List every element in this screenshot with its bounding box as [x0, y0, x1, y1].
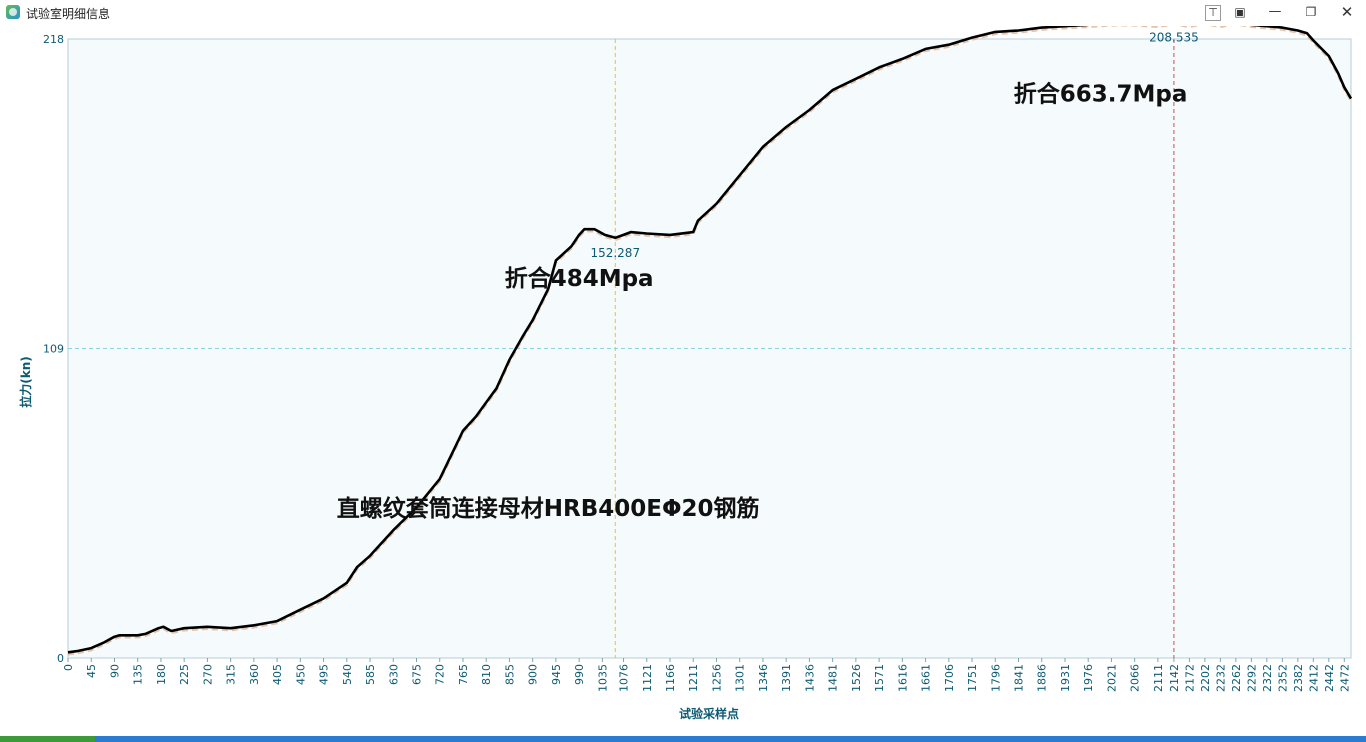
x-tick-label: 720 — [434, 664, 447, 685]
x-tick-label: 1256 — [710, 664, 723, 692]
series-line — [67, 26, 1353, 654]
x-tick-label: 1796 — [989, 664, 1002, 692]
x-tick-label: 225 — [178, 664, 191, 685]
window-titlebar: 试验室明细信息 ⊤ ▣ — ❐ ✕ — [0, 0, 1366, 26]
x-tick-label: 630 — [387, 664, 400, 685]
y-tick-label: 109 — [43, 343, 64, 356]
x-tick-label: 585 — [364, 664, 377, 685]
x-tick-label: 2202 — [1199, 664, 1212, 692]
taskbar-strip — [0, 736, 1366, 742]
x-tick-label: 450 — [294, 664, 307, 685]
y-tick-label: 0 — [57, 652, 64, 665]
x-tick-label: 270 — [201, 664, 214, 685]
x-tick-label: 2292 — [1245, 664, 1258, 692]
x-tick-label: 405 — [271, 664, 284, 685]
marker-label: 152.287 — [590, 246, 640, 260]
x-tick-label: 675 — [411, 664, 424, 685]
x-tick-label: 1076 — [618, 664, 631, 692]
x-tick-label: 900 — [527, 664, 540, 685]
x-tick-label: 1706 — [943, 664, 956, 692]
x-tick-label: 2142 — [1168, 664, 1181, 692]
x-tick-label: 540 — [341, 664, 354, 685]
y-axis-label: 拉力(kn) — [18, 356, 33, 408]
pin-icon[interactable]: ⊤ — [1205, 5, 1221, 21]
x-tick-label: 1166 — [664, 664, 677, 692]
window-title: 试验室明细信息 — [26, 7, 111, 21]
x-tick-label: 1841 — [1013, 664, 1026, 692]
x-tick-label: 2021 — [1105, 664, 1118, 692]
annotation-text: 折合663.7Mpa — [1014, 80, 1188, 107]
x-tick-label: 1121 — [641, 664, 654, 692]
x-tick-label: 45 — [85, 664, 98, 678]
x-tick-label: 2262 — [1230, 664, 1243, 692]
x-tick-label: 1301 — [734, 664, 747, 692]
x-tick-label: 1661 — [920, 664, 933, 692]
x-tick-label: 2172 — [1183, 664, 1196, 692]
x-tick-label: 495 — [318, 664, 331, 685]
marker-label: 208.535 — [1149, 31, 1199, 45]
maximize-icon[interactable]: ❐ — [1305, 5, 1317, 19]
y-tick-label: 218 — [43, 33, 64, 46]
x-tick-label: 1481 — [827, 664, 840, 692]
tensile-chart: 152.287 208.535 0 109 218 0 45 90 135 180 225 270 3… — [18, 26, 1353, 721]
x-tick-label: 1035 — [596, 664, 609, 692]
x-tick-label: 990 — [573, 664, 586, 685]
x-tick-label: 2442 — [1323, 664, 1336, 692]
x-tick-label: 765 — [457, 664, 470, 685]
x-tick-label: 1391 — [780, 664, 793, 692]
x-tick-label: 1211 — [687, 664, 700, 692]
x-tick-label: 2472 — [1338, 664, 1351, 692]
x-tick-label: 135 — [132, 664, 145, 685]
x-tick-label: 0 — [62, 664, 75, 671]
annotation-text: 直螺纹套筒连接母材HRB400EΦ20钢筋 — [337, 495, 760, 522]
x-tick-label: 1976 — [1082, 664, 1095, 692]
x-axis-label: 试验采样点 — [679, 706, 739, 721]
x-tick-label: 2382 — [1292, 664, 1305, 692]
float-icon[interactable]: ▣ — [1234, 5, 1246, 19]
x-tick-label: 855 — [503, 664, 516, 685]
x-tick-label: 2232 — [1214, 664, 1227, 692]
x-tick-label: 2322 — [1261, 664, 1274, 692]
x-tick-label: 1526 — [850, 664, 863, 692]
x-tick-label: 180 — [155, 664, 168, 685]
x-tick-label: 360 — [248, 664, 261, 685]
annotation-text: 折合484Mpa — [505, 265, 654, 292]
x-tick-label: 1346 — [757, 664, 770, 692]
x-tick-label: 945 — [550, 664, 563, 685]
x-tick-label: 315 — [225, 664, 238, 685]
minimize-icon[interactable]: — — [1268, 4, 1282, 19]
x-tick-label: 1886 — [1036, 664, 1049, 692]
close-icon[interactable]: ✕ — [1340, 3, 1354, 21]
x-tick-label: 2111 — [1152, 664, 1165, 692]
x-tick-label: 90 — [108, 664, 121, 678]
x-tick-label: 1751 — [966, 664, 979, 692]
x-tick-label: 1931 — [1059, 664, 1072, 692]
app-icon — [6, 5, 20, 19]
x-tick-label: 1436 — [803, 664, 816, 692]
x-tick-label: 2352 — [1276, 664, 1289, 692]
x-tick-label: 2412 — [1307, 664, 1320, 692]
x-tick-label: 810 — [480, 664, 493, 685]
x-tick-label: 1616 — [896, 664, 909, 692]
x-tick-label: 1571 — [873, 664, 886, 692]
x-tick-label: 2066 — [1129, 664, 1142, 692]
